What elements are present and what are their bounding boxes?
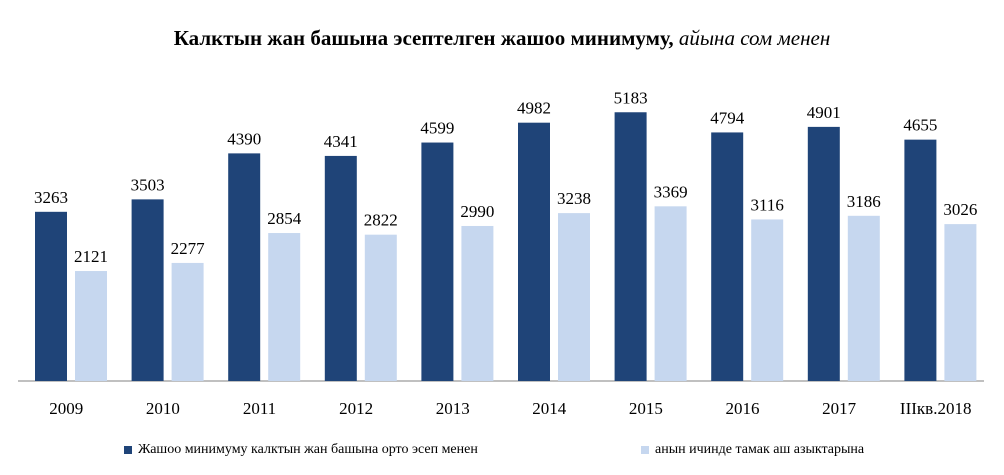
x-tick-label-2013: 2013	[436, 399, 470, 418]
data-label-series-2-IIIкв.2018: 3026	[943, 200, 977, 219]
data-label-series-2-2013: 2990	[460, 202, 494, 221]
data-label-series-2-2017: 3186	[847, 192, 881, 211]
bar-series-1-2009	[35, 211, 67, 381]
x-tick-label-2016: 2016	[726, 399, 760, 418]
bar-series-2-2012	[364, 234, 397, 381]
bar-series-1-2015	[614, 112, 647, 382]
bar-series-2-2011	[268, 233, 301, 381]
bar-series-1-IIIкв.2018	[904, 139, 937, 381]
bar-series-2-2010	[171, 262, 204, 381]
legend-swatch-series-2	[641, 446, 649, 454]
data-label-series-2-2009: 2121	[74, 247, 108, 266]
bar-series-1-2012	[324, 155, 357, 381]
data-label-series-1-2017: 4901	[807, 103, 841, 122]
x-tick-label-2012: 2012	[339, 399, 373, 418]
chart-title-unit: айына сом менен	[678, 26, 831, 50]
data-label-series-1-2014: 4982	[517, 99, 551, 118]
data-label-series-1-2012: 4341	[324, 132, 358, 151]
legend-swatch-series-1	[124, 446, 132, 454]
bar-series-2-2017	[847, 215, 880, 381]
bar-series-2-2013	[461, 225, 494, 381]
legend-label-series-2: анын ичинде тамак аш азыктарына	[655, 442, 865, 457]
data-label-series-1-2013: 4599	[420, 119, 454, 138]
data-label-series-1-2016: 4794	[710, 108, 745, 127]
legend-label-series-1: Жашоо минимуму калктын жан башына орто э…	[138, 442, 478, 457]
legend-item-series-1: Жашоо минимуму калктын жан башына орто э…	[124, 441, 478, 459]
data-label-series-2-2012: 2822	[364, 211, 398, 230]
x-tick-label-2010: 2010	[146, 399, 180, 418]
data-label-series-2-2016: 3116	[751, 195, 784, 214]
data-label-series-1-IIIкв.2018: 4655	[903, 116, 937, 135]
data-label-series-2-2011: 2854	[267, 209, 302, 228]
bar-series-2-IIIкв.2018	[944, 224, 977, 381]
bar-series-1-2016	[711, 132, 744, 381]
x-tick-label-2011: 2011	[243, 399, 276, 418]
x-tick-label-IIIкв.2018: IIIкв.2018	[900, 399, 972, 418]
data-label-series-1-2009: 3263	[34, 188, 68, 207]
x-tick-label-2017: 2017	[822, 399, 857, 418]
bar-series-2-2009	[75, 271, 107, 381]
x-tick-label-2009: 2009	[49, 399, 83, 418]
data-label-series-2-2015: 3369	[654, 182, 688, 201]
chart-title: Калктын жан башына эсептелген жашоо мини…	[0, 26, 1004, 51]
x-tick-label-2015: 2015	[629, 399, 663, 418]
chart-title-main: Калктын жан башына эсептелген жашоо мини…	[173, 26, 674, 50]
bar-series-2-2015	[654, 206, 687, 381]
bar-series-1-2013	[421, 142, 454, 381]
data-label-series-2-2010: 2277	[171, 239, 206, 258]
legend-item-series-2: анын ичинде тамак аш азыктарына	[641, 441, 864, 459]
bar-series-1-2010	[131, 199, 164, 381]
bar-series-1-2011	[228, 153, 261, 381]
x-tick-label-2014: 2014	[532, 399, 567, 418]
bar-series-1-2017	[807, 126, 840, 381]
data-label-series-2-2014: 3238	[557, 189, 591, 208]
data-label-series-1-2010: 3503	[131, 175, 165, 194]
bar-series-2-2014	[558, 213, 590, 381]
bar-series-1-2014	[518, 122, 550, 382]
data-label-series-1-2015: 5183	[614, 88, 648, 107]
data-label-series-1-2011: 4390	[227, 129, 261, 148]
bar-series-2-2016	[751, 219, 784, 381]
